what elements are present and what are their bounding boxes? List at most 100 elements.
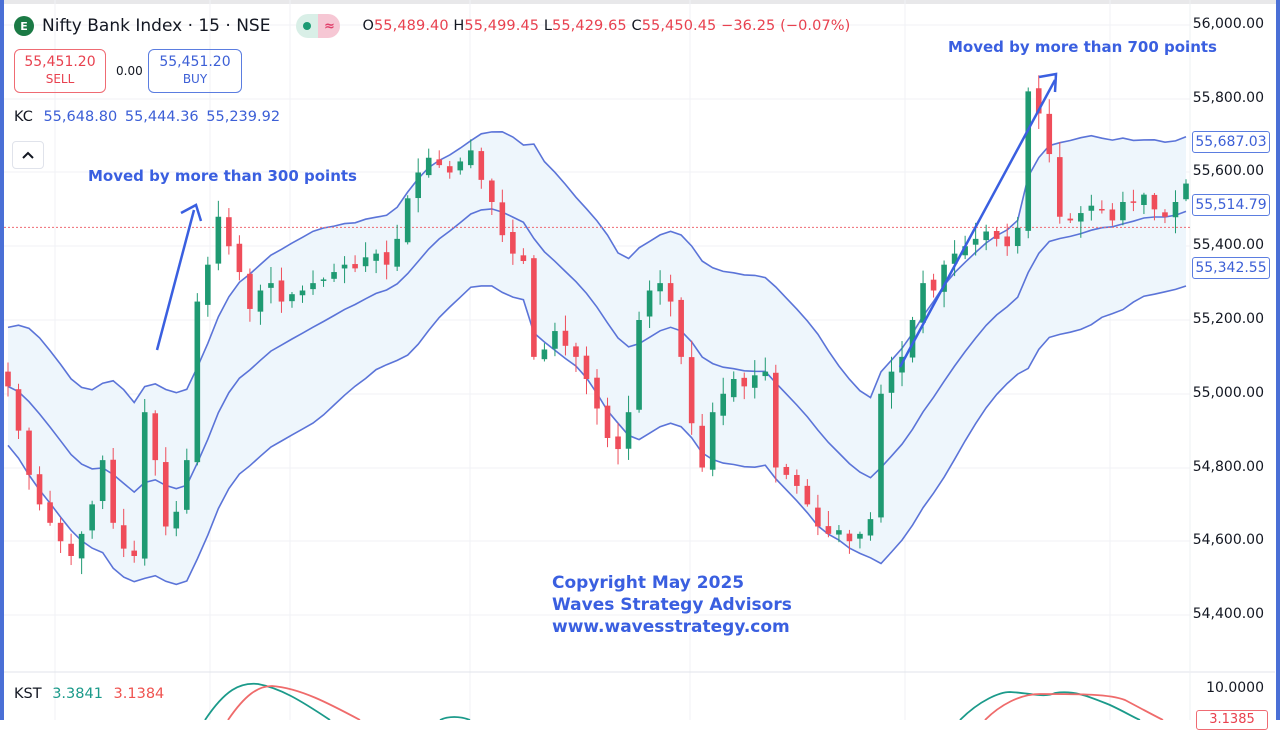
collapse-legend-button[interactable] bbox=[12, 141, 44, 169]
candle-body bbox=[68, 543, 74, 556]
kc-price-tag: 55,342.55 bbox=[1192, 257, 1270, 279]
candle-body bbox=[78, 533, 85, 559]
candle-body bbox=[446, 166, 453, 173]
price-axis-label: 55,800.00 bbox=[1192, 90, 1264, 106]
candle-body bbox=[825, 526, 832, 534]
candle-body bbox=[226, 217, 232, 247]
candle-body bbox=[404, 198, 411, 243]
keltner-middle-line bbox=[7, 208, 1187, 494]
candle-body bbox=[657, 283, 663, 292]
kc-legend[interactable]: KC 55,648.80 55,444.36 55,239.92 bbox=[14, 109, 280, 125]
candle-body bbox=[289, 294, 295, 302]
candle-body bbox=[268, 283, 274, 288]
candle-body bbox=[373, 253, 379, 261]
candle-body bbox=[36, 474, 43, 505]
frame-border-right bbox=[1276, 0, 1280, 720]
kc-lower-value: 55,239.92 bbox=[206, 109, 281, 125]
candle-body bbox=[489, 180, 495, 202]
candle-body bbox=[457, 161, 464, 171]
candle-body bbox=[594, 377, 600, 409]
price-axis-label: 55,000.00 bbox=[1192, 385, 1264, 401]
candle-body bbox=[920, 283, 926, 323]
candle-body bbox=[184, 460, 190, 510]
candle-body bbox=[1172, 202, 1179, 218]
kst-legend[interactable]: KST 3.3841 3.1384 bbox=[14, 686, 164, 702]
open-value: 55,489.40 bbox=[373, 18, 449, 34]
candle-body bbox=[783, 466, 790, 475]
candle-body bbox=[1088, 205, 1095, 211]
kc-label: KC bbox=[14, 109, 33, 125]
kc-upper-value: 55,648.80 bbox=[43, 109, 118, 125]
candle-body bbox=[1056, 157, 1063, 217]
candle-body bbox=[352, 264, 358, 269]
symbol-title[interactable]: Nifty Bank Index · 15 · NSE bbox=[42, 16, 271, 36]
close-value: 55,450.45 bbox=[641, 18, 717, 34]
buy-label: BUY bbox=[182, 72, 208, 86]
kst-signal-value: 3.1384 bbox=[113, 686, 165, 702]
candle-body bbox=[415, 172, 421, 199]
candle-body bbox=[751, 375, 758, 388]
candle-body bbox=[794, 474, 800, 486]
candle-body bbox=[941, 264, 947, 292]
candle-body bbox=[741, 377, 748, 387]
buy-button[interactable]: 55,451.20 BUY bbox=[148, 49, 242, 93]
candle-body bbox=[615, 436, 621, 450]
candle-body bbox=[436, 159, 443, 166]
data-delayed-icon[interactable]: ≈ bbox=[318, 14, 341, 38]
close-label: C bbox=[631, 18, 642, 34]
candle-body bbox=[888, 371, 895, 393]
candle-body bbox=[1130, 201, 1137, 203]
watermark-line-3: www.wavesstrategy.com bbox=[552, 617, 790, 637]
low-value: 55,429.65 bbox=[552, 18, 627, 34]
sell-price: 55,451.20 bbox=[24, 54, 96, 70]
market-open-icon[interactable] bbox=[296, 14, 319, 38]
arrow-300-head bbox=[180, 203, 203, 222]
arrow-300-line bbox=[155, 209, 196, 351]
candle-body bbox=[709, 412, 716, 470]
candle-body bbox=[247, 273, 253, 309]
symbol-logo-icon: E bbox=[14, 16, 34, 36]
keltner-upper-line bbox=[7, 130, 1187, 404]
candle-body bbox=[278, 280, 285, 302]
candle-body bbox=[1151, 194, 1158, 210]
watermark-line-2: Waves Strategy Advisors bbox=[552, 595, 792, 615]
price-axis-label: 54,800.00 bbox=[1192, 459, 1264, 475]
candle-body bbox=[909, 320, 916, 358]
candle-body bbox=[678, 299, 684, 357]
candle-body bbox=[541, 349, 548, 360]
candle-body bbox=[173, 511, 180, 529]
candle-body bbox=[583, 355, 590, 379]
annotation-700-points: Moved by more than 700 points bbox=[948, 38, 1217, 56]
candle-body bbox=[878, 393, 884, 518]
keltner-fill bbox=[8, 131, 1186, 585]
kc-price-tag: 55,514.79 bbox=[1192, 194, 1270, 216]
sell-button[interactable]: 55,451.20 SELL bbox=[14, 49, 106, 93]
candle-body bbox=[815, 507, 821, 527]
candle-body bbox=[1078, 213, 1084, 222]
candle-body bbox=[983, 231, 989, 241]
candle-body bbox=[804, 485, 811, 505]
watermark-line-1: Copyright May 2025 bbox=[552, 573, 745, 593]
price-axis-label: 54,600.00 bbox=[1192, 532, 1264, 548]
candle-body bbox=[993, 231, 1000, 239]
candle-body bbox=[425, 157, 432, 176]
price-axis-label: 56,000.00 bbox=[1192, 16, 1264, 32]
candle-body bbox=[99, 460, 106, 502]
candle-body bbox=[699, 425, 705, 468]
candle-body bbox=[499, 202, 506, 236]
market-status-pills[interactable]: ≈ bbox=[296, 14, 341, 38]
kst-signal-line bbox=[984, 693, 1164, 720]
low-label: L bbox=[543, 18, 553, 34]
candle-body bbox=[962, 246, 968, 256]
change-value: −36.25 (−0.07%) bbox=[721, 18, 851, 34]
candle-body bbox=[1025, 91, 1032, 231]
candle-body bbox=[299, 290, 306, 296]
candle-body bbox=[141, 412, 148, 559]
candle-body bbox=[562, 330, 569, 346]
candle-body bbox=[362, 257, 369, 267]
candle-body bbox=[1141, 194, 1147, 206]
candle-body bbox=[478, 151, 485, 180]
candle-body bbox=[215, 216, 222, 264]
candle-body bbox=[930, 279, 937, 291]
